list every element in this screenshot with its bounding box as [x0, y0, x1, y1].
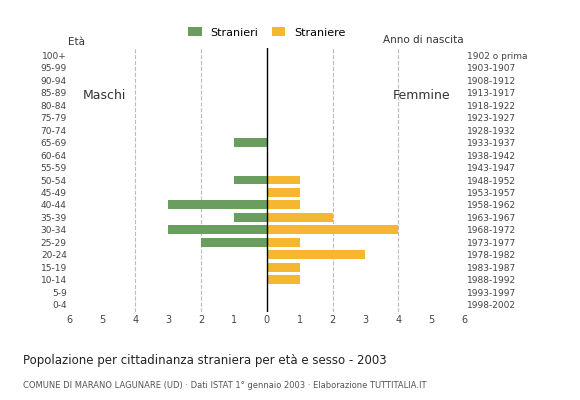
- Bar: [168, 225, 267, 234]
- Legend: Stranieri, Straniere: Stranieri, Straniere: [188, 27, 345, 38]
- Bar: [267, 200, 300, 209]
- Bar: [267, 275, 300, 284]
- Bar: [267, 250, 365, 259]
- Text: Maschi: Maschi: [83, 89, 126, 102]
- Bar: [234, 138, 267, 147]
- Text: Popolazione per cittadinanza straniera per età e sesso - 2003: Popolazione per cittadinanza straniera p…: [23, 354, 387, 367]
- Bar: [201, 238, 267, 247]
- Bar: [234, 213, 267, 222]
- Bar: [267, 238, 300, 247]
- Bar: [267, 188, 300, 197]
- Text: Anno di nascita: Anno di nascita: [383, 35, 464, 45]
- Text: COMUNE DI MARANO LAGUNARE (UD) · Dati ISTAT 1° gennaio 2003 · Elaborazione TUTTI: COMUNE DI MARANO LAGUNARE (UD) · Dati IS…: [23, 381, 427, 390]
- Text: Età: Età: [68, 37, 85, 47]
- Text: Femmine: Femmine: [393, 89, 451, 102]
- Bar: [267, 263, 300, 272]
- Bar: [267, 225, 398, 234]
- Bar: [234, 176, 267, 184]
- Bar: [168, 200, 267, 209]
- Bar: [267, 213, 332, 222]
- Bar: [267, 176, 300, 184]
